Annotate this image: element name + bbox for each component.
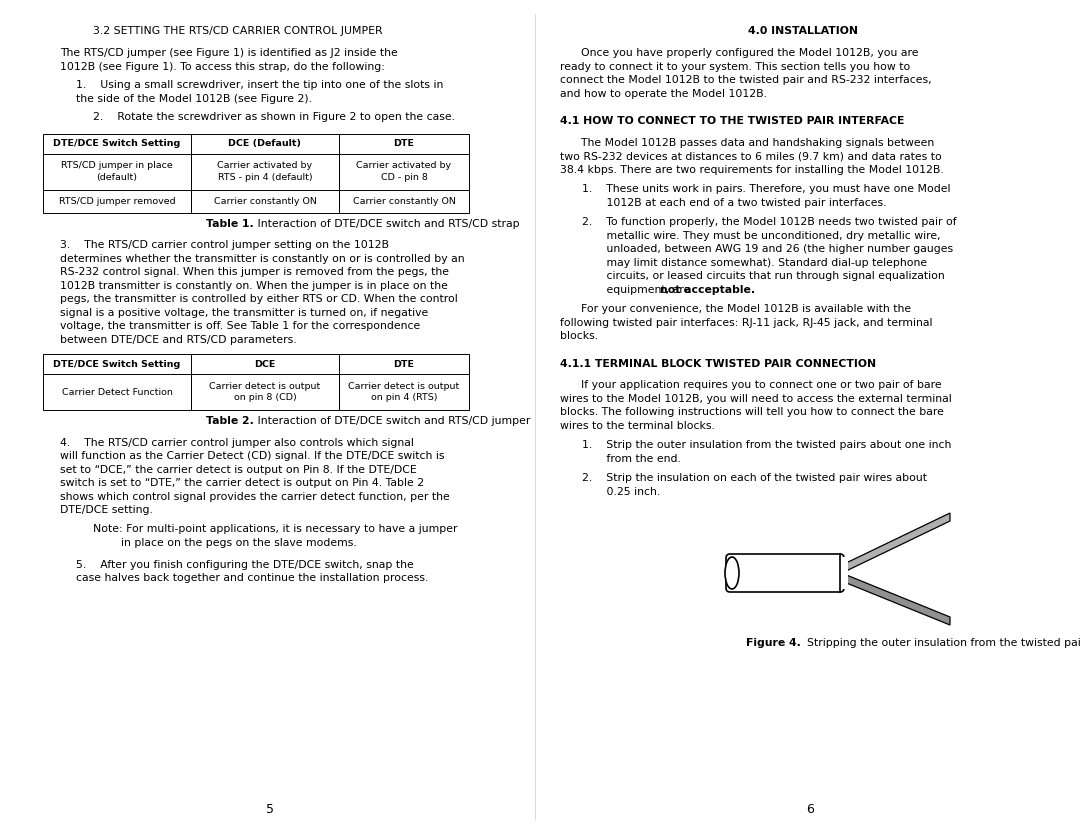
Text: DCE: DCE	[254, 359, 275, 369]
Text: Note: For multi-point applications, it is necessary to have a jumper: Note: For multi-point applications, it i…	[93, 525, 458, 535]
Ellipse shape	[725, 557, 739, 589]
Text: 1.    Using a small screwdriver, insert the tip into one of the slots in: 1. Using a small screwdriver, insert the…	[76, 80, 444, 90]
Text: DTE/DCE Switch Setting: DTE/DCE Switch Setting	[53, 139, 180, 148]
Text: Carrier Detect Function: Carrier Detect Function	[62, 388, 173, 396]
Text: Table 1.: Table 1.	[206, 219, 254, 229]
Text: 5: 5	[266, 803, 274, 816]
Text: If your application requires you to connect one or two pair of bare: If your application requires you to conn…	[561, 380, 942, 390]
Text: 38.4 kbps. There are two requirements for installing the Model 1012B.: 38.4 kbps. There are two requirements fo…	[561, 164, 944, 174]
Text: determines whether the transmitter is constantly on or is controlled by an: determines whether the transmitter is co…	[60, 254, 464, 264]
Text: 5.    After you finish configuring the DTE/DCE switch, snap the: 5. After you finish configuring the DTE/…	[76, 560, 414, 570]
Text: Carrier detect is output
on pin 8 (CD): Carrier detect is output on pin 8 (CD)	[210, 382, 321, 402]
Text: 6: 6	[806, 803, 814, 816]
Text: DTE/DCE Switch Setting: DTE/DCE Switch Setting	[53, 359, 180, 369]
FancyBboxPatch shape	[726, 554, 843, 592]
Text: Interaction of DTE/DCE switch and RTS/CD strap: Interaction of DTE/DCE switch and RTS/CD…	[254, 219, 519, 229]
Text: The RTS/CD jumper (see Figure 1) is identified as J2 inside the: The RTS/CD jumper (see Figure 1) is iden…	[60, 48, 397, 58]
Text: the side of the Model 1012B (see Figure 2).: the side of the Model 1012B (see Figure …	[76, 93, 312, 103]
Text: 1.    Strip the outer insulation from the twisted pairs about one inch: 1. Strip the outer insulation from the t…	[582, 440, 951, 450]
Text: set to “DCE,” the carrier detect is output on Pin 8. If the DTE/DCE: set to “DCE,” the carrier detect is outp…	[60, 465, 417, 475]
Bar	[836, 557, 848, 589]
Text: in place on the pegs on the slave modems.: in place on the pegs on the slave modems…	[93, 538, 356, 548]
Text: RTS/CD jumper in place
(default): RTS/CD jumper in place (default)	[62, 161, 173, 182]
Text: Carrier constantly ON: Carrier constantly ON	[352, 197, 456, 205]
Text: 4.0 INSTALLATION: 4.0 INSTALLATION	[747, 26, 858, 36]
Text: between DTE/DCE and RTS/CD parameters.: between DTE/DCE and RTS/CD parameters.	[60, 334, 297, 344]
Text: Carrier detect is output
on pin 4 (RTS): Carrier detect is output on pin 4 (RTS)	[349, 382, 460, 402]
Text: 1012B (see Figure 1). To access this strap, do the following:: 1012B (see Figure 1). To access this str…	[60, 62, 384, 72]
Text: 2.    To function properly, the Model 1012B needs two twisted pair of: 2. To function properly, the Model 1012B…	[582, 217, 957, 227]
Text: 2.    Rotate the screwdriver as shown in Figure 2 to open the case.: 2. Rotate the screwdriver as shown in Fi…	[93, 112, 455, 122]
Text: wires to the Model 1012B, you will need to access the external terminal: wires to the Model 1012B, you will need …	[561, 394, 951, 404]
Text: blocks. The following instructions will tell you how to connect the bare: blocks. The following instructions will …	[561, 407, 944, 417]
Text: 2.    Strip the insulation on each of the twisted pair wires about: 2. Strip the insulation on each of the t…	[582, 473, 927, 483]
Text: following twisted pair interfaces: RJ-11 jack, RJ-45 jack, and terminal: following twisted pair interfaces: RJ-11…	[561, 318, 932, 328]
Polygon shape	[843, 574, 950, 625]
Text: DTE: DTE	[393, 139, 415, 148]
Text: 1.    These units work in pairs. Therefore, you must have one Model: 1. These units work in pairs. Therefore,…	[582, 184, 950, 194]
Text: DTE/DCE setting.: DTE/DCE setting.	[60, 505, 153, 515]
Text: ready to connect it to your system. This section tells you how to: ready to connect it to your system. This…	[561, 62, 910, 72]
Text: For your convenience, the Model 1012B is available with the: For your convenience, the Model 1012B is…	[561, 304, 912, 314]
Text: two RS-232 devices at distances to 6 miles (9.7 km) and data rates to: two RS-232 devices at distances to 6 mil…	[561, 151, 942, 161]
Text: connect the Model 1012B to the twisted pair and RS-232 interfaces,: connect the Model 1012B to the twisted p…	[561, 75, 932, 85]
Text: The Model 1012B passes data and handshaking signals between: The Model 1012B passes data and handshak…	[561, 138, 934, 148]
Text: Carrier activated by
RTS - pin 4 (default): Carrier activated by RTS - pin 4 (defaul…	[217, 161, 312, 182]
Text: DTE: DTE	[393, 359, 415, 369]
Text: Table 2.: Table 2.	[206, 416, 254, 426]
Text: DCE (Default): DCE (Default)	[229, 139, 301, 148]
Text: 0.25 inch.: 0.25 inch.	[582, 486, 660, 496]
Text: not acceptable.: not acceptable.	[660, 284, 755, 294]
Text: 4.    The RTS/CD carrier control jumper also controls which signal: 4. The RTS/CD carrier control jumper als…	[60, 438, 414, 448]
Text: Carrier activated by
CD - pin 8: Carrier activated by CD - pin 8	[356, 161, 451, 182]
Text: 1012B at each end of a two twisted pair interfaces.: 1012B at each end of a two twisted pair …	[582, 198, 887, 208]
Text: will function as the Carrier Detect (CD) signal. If the DTE/DCE switch is: will function as the Carrier Detect (CD)…	[60, 451, 445, 461]
Bar	[43, 354, 469, 410]
Text: Stripping the outer insulation from the twisted pairs: Stripping the outer insulation from the …	[800, 638, 1080, 648]
Text: and how to operate the Model 1012B.: and how to operate the Model 1012B.	[561, 88, 767, 98]
Text: Once you have properly configured the Model 1012B, you are: Once you have properly configured the Mo…	[561, 48, 918, 58]
Text: equipment, are: equipment, are	[582, 284, 693, 294]
Text: pegs, the transmitter is controlled by either RTS or CD. When the control: pegs, the transmitter is controlled by e…	[60, 294, 458, 304]
Text: blocks.: blocks.	[561, 331, 598, 341]
Text: Carrier constantly ON: Carrier constantly ON	[214, 197, 316, 205]
Text: RS-232 control signal. When this jumper is removed from the pegs, the: RS-232 control signal. When this jumper …	[60, 267, 449, 277]
Text: may limit distance somewhat). Standard dial-up telephone: may limit distance somewhat). Standard d…	[582, 258, 927, 268]
Text: switch is set to “DTE,” the carrier detect is output on Pin 4. Table 2: switch is set to “DTE,” the carrier dete…	[60, 478, 424, 488]
Text: shows which control signal provides the carrier detect function, per the: shows which control signal provides the …	[60, 491, 449, 501]
Text: unloaded, between AWG 19 and 26 (the higher number gauges: unloaded, between AWG 19 and 26 (the hig…	[582, 244, 954, 254]
Text: wires to the terminal blocks.: wires to the terminal blocks.	[561, 420, 715, 430]
Text: signal is a positive voltage, the transmitter is turned on, if negative: signal is a positive voltage, the transm…	[60, 308, 429, 318]
Text: from the end.: from the end.	[582, 454, 680, 464]
Text: voltage, the transmitter is off. See Table 1 for the correspondence: voltage, the transmitter is off. See Tab…	[60, 321, 420, 331]
Text: 3.    The RTS/CD carrier control jumper setting on the 1012B: 3. The RTS/CD carrier control jumper set…	[60, 240, 389, 250]
Text: case halves back together and continue the installation process.: case halves back together and continue t…	[76, 573, 429, 583]
Text: Interaction of DTE/DCE switch and RTS/CD jumper: Interaction of DTE/DCE switch and RTS/CD…	[254, 416, 530, 426]
Text: Figure 4.: Figure 4.	[745, 638, 800, 648]
Text: 4.1 HOW TO CONNECT TO THE TWISTED PAIR INTERFACE: 4.1 HOW TO CONNECT TO THE TWISTED PAIR I…	[561, 116, 904, 126]
Text: RTS/CD jumper removed: RTS/CD jumper removed	[58, 197, 175, 205]
Bar	[43, 133, 469, 213]
Text: 3.2 SETTING THE RTS/CD CARRIER CONTROL JUMPER: 3.2 SETTING THE RTS/CD CARRIER CONTROL J…	[93, 26, 382, 36]
Text: circuits, or leased circuits that run through signal equalization: circuits, or leased circuits that run th…	[582, 271, 945, 281]
Polygon shape	[843, 513, 950, 572]
Text: 4.1.1 TERMINAL BLOCK TWISTED PAIR CONNECTION: 4.1.1 TERMINAL BLOCK TWISTED PAIR CONNEC…	[561, 359, 876, 369]
Text: 1012B transmitter is constantly on. When the jumper is in place on the: 1012B transmitter is constantly on. When…	[60, 280, 448, 290]
Text: metallic wire. They must be unconditioned, dry metallic wire,: metallic wire. They must be unconditione…	[582, 230, 941, 240]
